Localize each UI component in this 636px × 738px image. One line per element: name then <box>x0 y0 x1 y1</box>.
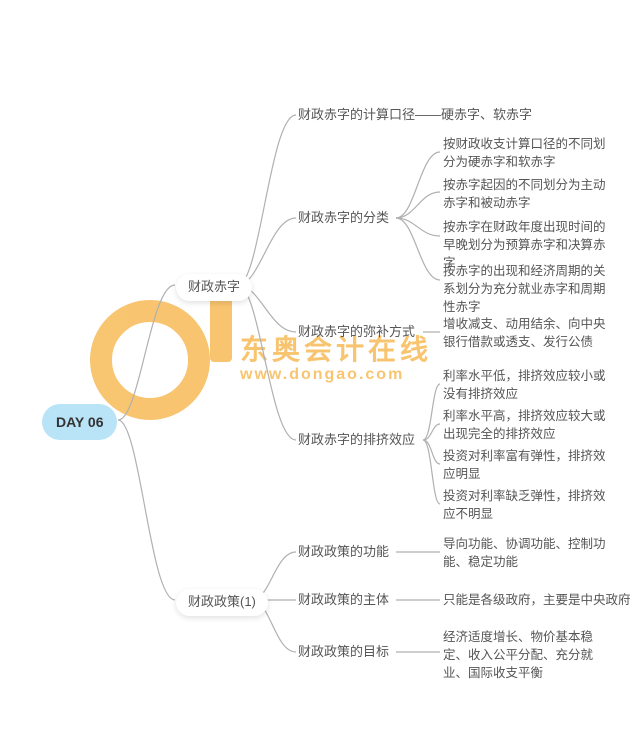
leaf: 增收减支、动用结余、向中央银行借款或透支、发行公债 <box>443 315 613 351</box>
l1-node-b: 财政政策(1) <box>176 589 268 616</box>
l1-label: 财政政策(1) <box>188 594 256 609</box>
leaf: 经济适度增长、物价基本稳定、收入公平分配、充分就业、国际收支平衡 <box>443 628 613 682</box>
root-label: DAY 06 <box>56 414 103 430</box>
leaf: 投资对利率缺乏弹性，排挤效应不明显 <box>443 487 613 523</box>
leaf: 导向功能、协调功能、控制功能、稳定功能 <box>443 535 613 571</box>
l2-node-a1: 财政赤字的计算口径——硬赤字、软赤字 <box>298 106 532 125</box>
l2-node-b2: 财政政策的主体 <box>298 591 389 610</box>
leaf: 利率水平低，排挤效应较小或没有排挤效应 <box>443 367 613 403</box>
l2-node-a3: 财政赤字的弥补方式 <box>298 323 415 342</box>
l2-node-b3: 财政政策的目标 <box>298 643 389 662</box>
leaf: 按赤字的出现和经济周期的关系划分为充分就业赤字和周期性赤字 <box>443 262 613 316</box>
l2-node-b1: 财政政策的功能 <box>298 543 389 562</box>
leaf: 按财政收支计算口径的不同划分为硬赤字和软赤字 <box>443 135 613 171</box>
l1-label: 财政赤字 <box>188 279 240 294</box>
l2-node-a2: 财政赤字的分类 <box>298 209 389 228</box>
root-node: DAY 06 <box>42 404 117 440</box>
leaf: 按赤字起因的不同划分为主动赤字和被动赤字 <box>443 176 613 212</box>
l2-node-a4: 财政赤字的排挤效应 <box>298 431 415 450</box>
leaf: 利率水平高，排挤效应较大或出现完全的排挤效应 <box>443 407 613 443</box>
l1-node-a: 财政赤字 <box>176 274 252 301</box>
leaf: 只能是各级政府，主要是中央政府 <box>443 591 631 609</box>
leaf: 投资对利率富有弹性，排挤效应明显 <box>443 447 613 483</box>
